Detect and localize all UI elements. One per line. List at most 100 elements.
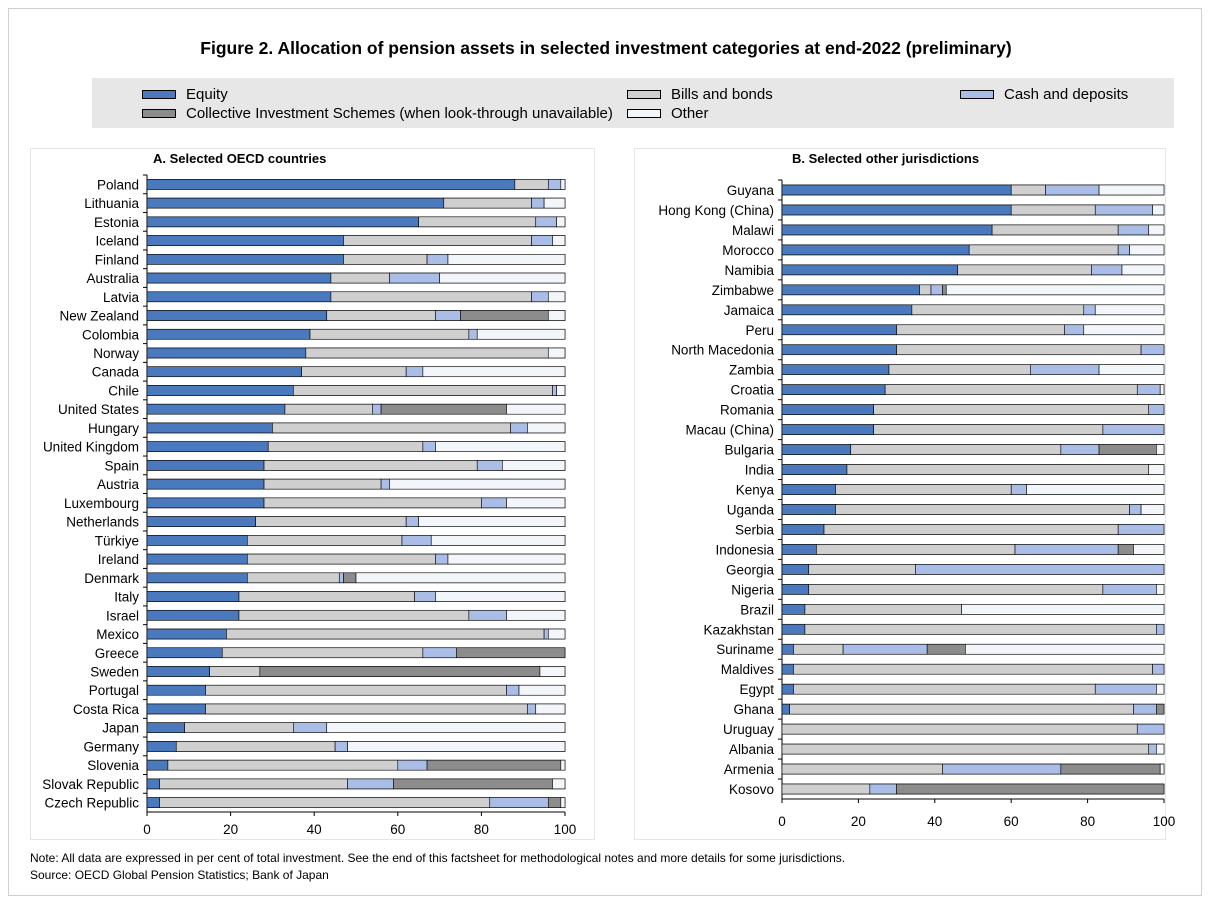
panel-a-bar-denmark-other (355, 572, 566, 584)
panel-b-bar-macau-china-cash-and-deposits (1102, 424, 1165, 435)
panel-b-bar-uganda-cash-and-deposits (1129, 504, 1142, 515)
panel-a-bar-spain-equity (146, 460, 265, 471)
panel-a-bar-lithuania-bills-and-bonds (443, 197, 532, 209)
panel-a-bar-portugal-other (518, 684, 566, 696)
panel-b-category-label-bulgaria: Bulgaria (724, 443, 774, 458)
panel-a-bar-chile-cash-and-deposits (552, 385, 557, 396)
panel-a-bar-united-states-bills-and-bonds (284, 403, 374, 415)
panel-b-bar-jamaica-cash-and-deposits (1083, 304, 1096, 316)
panel-b-bar-jamaica-other (1094, 304, 1165, 316)
panel-b-bar-indonesia-other (1133, 544, 1165, 555)
panel-a-bar-poland-equity (146, 179, 516, 190)
legend-item-other: Other (627, 105, 709, 122)
panel-b-bar-suriname-other (965, 643, 1165, 655)
panel-a-category-label-portugal: Portugal (89, 683, 139, 698)
panel-a-bar-chile-bills-and-bonds (292, 385, 553, 396)
panel-a-bar-slovenia-equity (146, 759, 169, 771)
panel-a-x-tick-label-80: 80 (474, 822, 489, 837)
panel-a-bar-poland-cash-and-deposits (547, 179, 562, 190)
panel-a-bar-hungary-cash-and-deposits (510, 422, 528, 434)
panel-a-bar-japan-cash-and-deposits (292, 722, 328, 733)
panel-b-x-tick-label-0: 0 (778, 814, 786, 829)
panel-b-category-label-maldives: Maldives (721, 662, 775, 677)
panel-a-bar-canada-cash-and-deposits (405, 366, 424, 378)
panel-a-bar-canada-other (422, 366, 566, 378)
panel-a-bar-lithuania-equity (146, 197, 445, 209)
panel-a-bar-slovak-republic-bills-and-bonds (159, 778, 348, 790)
panel-b-bar-maldives-equity (781, 663, 794, 675)
panel-b-category-label-guyana: Guyana (727, 183, 775, 198)
panel-b-bar-malawi-cash-and-deposits (1117, 224, 1150, 236)
panel-a-bar-australia-bills-and-bonds (330, 272, 390, 284)
panel-a-bar-latvia-other (547, 291, 566, 303)
panel-b-bar-uganda-equity (781, 504, 836, 515)
panel-a-bar-finland-bills-and-bonds (343, 254, 428, 265)
panel-a-bar-norway-other (547, 347, 566, 359)
panel-b-bar-morocco-cash-and-deposits (1117, 244, 1130, 256)
panel-b-category-label-albania: Albania (729, 742, 775, 757)
panel-b-category-label-georgia: Georgia (726, 562, 775, 577)
panel-b-bar-hong-kong-china-equity (781, 204, 1012, 216)
panel-a-bar-netherlands-bills-and-bonds (255, 516, 407, 527)
panel-a-bar-austria-bills-and-bonds (263, 478, 382, 490)
panel-b-bar-uganda-other (1140, 504, 1165, 515)
panel-a-bar-australia-cash-and-deposits (389, 272, 440, 284)
panel-b-category-label-kenya: Kenya (736, 483, 775, 498)
panel-a-bar-colombia-bills-and-bonds (309, 328, 470, 340)
panel-a-x-tick-label-60: 60 (390, 822, 405, 837)
panel-b-bar-albania-bills-and-bonds (781, 743, 1150, 755)
panel-b-bar-armenia-other (1159, 763, 1165, 775)
panel-b-bar-macau-china-bills-and-bonds (873, 424, 1104, 435)
panel-b-category-label-india: India (745, 463, 775, 478)
panel-a-bar-mexico-bills-and-bonds (226, 628, 545, 640)
panel-b-category-label-jamaica: Jamaica (724, 303, 775, 318)
panel-b-bar-hong-kong-china-cash-and-deposits (1094, 204, 1153, 216)
panel-a-bar-netherlands-cash-and-deposits (405, 516, 420, 527)
panel-b-category-label-macau-china: Macau (China) (685, 423, 774, 438)
panel-a-bar-united-kingdom-equity (146, 441, 269, 452)
panel-a-bar-japan-equity (146, 722, 185, 733)
panel-b-bar-indonesia-collective-investmen (1117, 544, 1134, 555)
panel-b-bar-bulgaria-cash-and-deposits (1060, 444, 1100, 455)
panel-a-category-label-t-rkiye: Türkiye (95, 533, 139, 548)
panel-b-bar-malawi-bills-and-bonds (991, 224, 1119, 236)
panel-b-bar-malawi-other (1148, 224, 1165, 236)
panel-a-bar-italy-cash-and-deposits (414, 591, 436, 602)
panel-b-bar-kenya-cash-and-deposits (1010, 484, 1027, 495)
panel-b-x-tick-label-80: 80 (1080, 814, 1095, 829)
panel-b-bar-kosovo-bills-and-bonds (781, 783, 871, 795)
panel-b-bar-croatia-equity (781, 384, 886, 395)
panel-a-category-label-iceland: Iceland (95, 234, 139, 249)
panel-a-bar-slovak-republic-cash-and-deposits (347, 778, 394, 790)
panel-a-bar-iceland-equity (146, 235, 344, 246)
panel-a-bar-luxembourg-other (506, 497, 566, 509)
panel-a-bar-colombia-cash-and-deposits (468, 328, 478, 340)
panel-a-bar-united-states-cash-and-deposits (372, 403, 382, 415)
panel-b-bar-jamaica-bills-and-bonds (911, 304, 1085, 316)
panel-a-bar-canada-equity (146, 366, 302, 378)
note-text: Note: All data are expressed in per cent… (30, 851, 846, 865)
panel-a-bar-costa-rica-bills-and-bonds (205, 703, 528, 715)
panel-b-bar-serbia-bills-and-bonds (823, 524, 1119, 535)
panel-b-bar-peru-equity (781, 324, 897, 336)
panel-a-bar-austria-other (389, 478, 566, 490)
panel-a-bar-denmark-collective-investmen (343, 572, 357, 584)
panel-a-category-label-czech-republic: Czech Republic (44, 796, 139, 811)
panel-b-bar-albania-other (1156, 743, 1165, 755)
panel-a-category-label-italy: Italy (114, 590, 139, 605)
panel-a-bar-italy-other (435, 591, 566, 602)
legend-swatch-equity (142, 90, 176, 99)
panel-b-bar-macau-china-equity (781, 424, 874, 435)
panel-a-bar-iceland-other (552, 235, 566, 246)
panel-a-title: A. Selected OECD countries (153, 151, 327, 166)
panel-b-bar-maldives-bills-and-bonds (793, 663, 1153, 675)
panel-a-bar-united-kingdom-bills-and-bonds (267, 441, 424, 452)
legend-item-cash-deposits: Cash and deposits (960, 86, 1128, 103)
panel-a-bar-israel-other (506, 609, 566, 621)
panel-b-category-label-indonesia: Indonesia (715, 542, 774, 557)
panel-a-bar-estonia-other (556, 216, 566, 228)
panel-a-bar-israel-bills-and-bonds (238, 609, 470, 621)
panel-b-category-label-serbia: Serbia (735, 522, 775, 537)
panel-a-bar-israel-equity (146, 609, 240, 621)
panel-b-bar-armenia-cash-and-deposits (942, 763, 1062, 775)
